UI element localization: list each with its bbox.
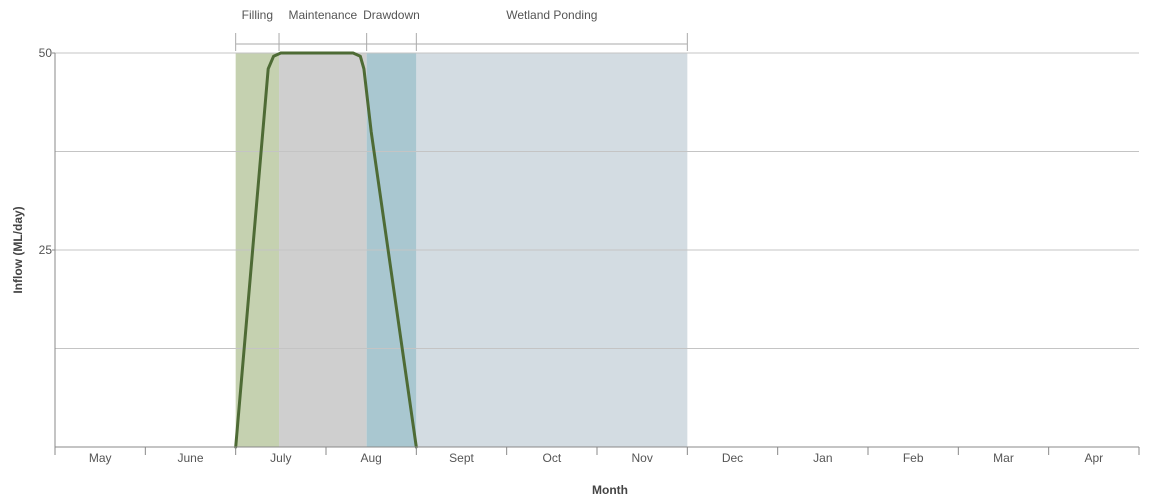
x-axis-tick-labels: May June July Aug Sept Oct Nov Dec Jan Feb Mar Apr [89,451,1103,465]
x-tick-label-mar: Mar [993,451,1014,465]
x-tick-label-feb: Feb [903,451,924,465]
y-axis-title: Inflow (ML/day) [11,206,25,293]
x-tick-label-dec: Dec [722,451,743,465]
x-tick-label-jan: Jan [813,451,832,465]
y-tick-label-0: 25 [39,243,53,257]
x-tick-label-apr: Apr [1084,451,1103,465]
y-tick-label-1: 50 [39,46,53,60]
x-tick-label-aug: Aug [360,451,381,465]
y-axis-tick-labels: 25 50 [39,46,53,257]
x-tick-label-june: June [177,451,203,465]
x-tick-label-july: July [270,451,291,465]
phase-header: Filling Maintenance Drawdown Wetland Pondin… [235,8,688,51]
phase-label-drawdown: Drawdown [363,8,420,22]
series-line-0 [234,51,418,449]
x-tick-label-oct: Oct [542,451,561,465]
x-tick-label-may: May [89,451,112,465]
phase-label-filling: Filling [242,8,273,22]
axes [52,52,1140,455]
series-group [234,51,418,449]
grid-lines [55,52,1139,349]
x-axis-title: Month [592,483,628,497]
phase-label-maintenance: Maintenance [288,8,357,22]
x-tick-label-nov: Nov [631,451,652,465]
x-tick-label-sept: Sept [449,451,474,465]
phase-label-wetland-ponding: Wetland Ponding [506,8,597,22]
